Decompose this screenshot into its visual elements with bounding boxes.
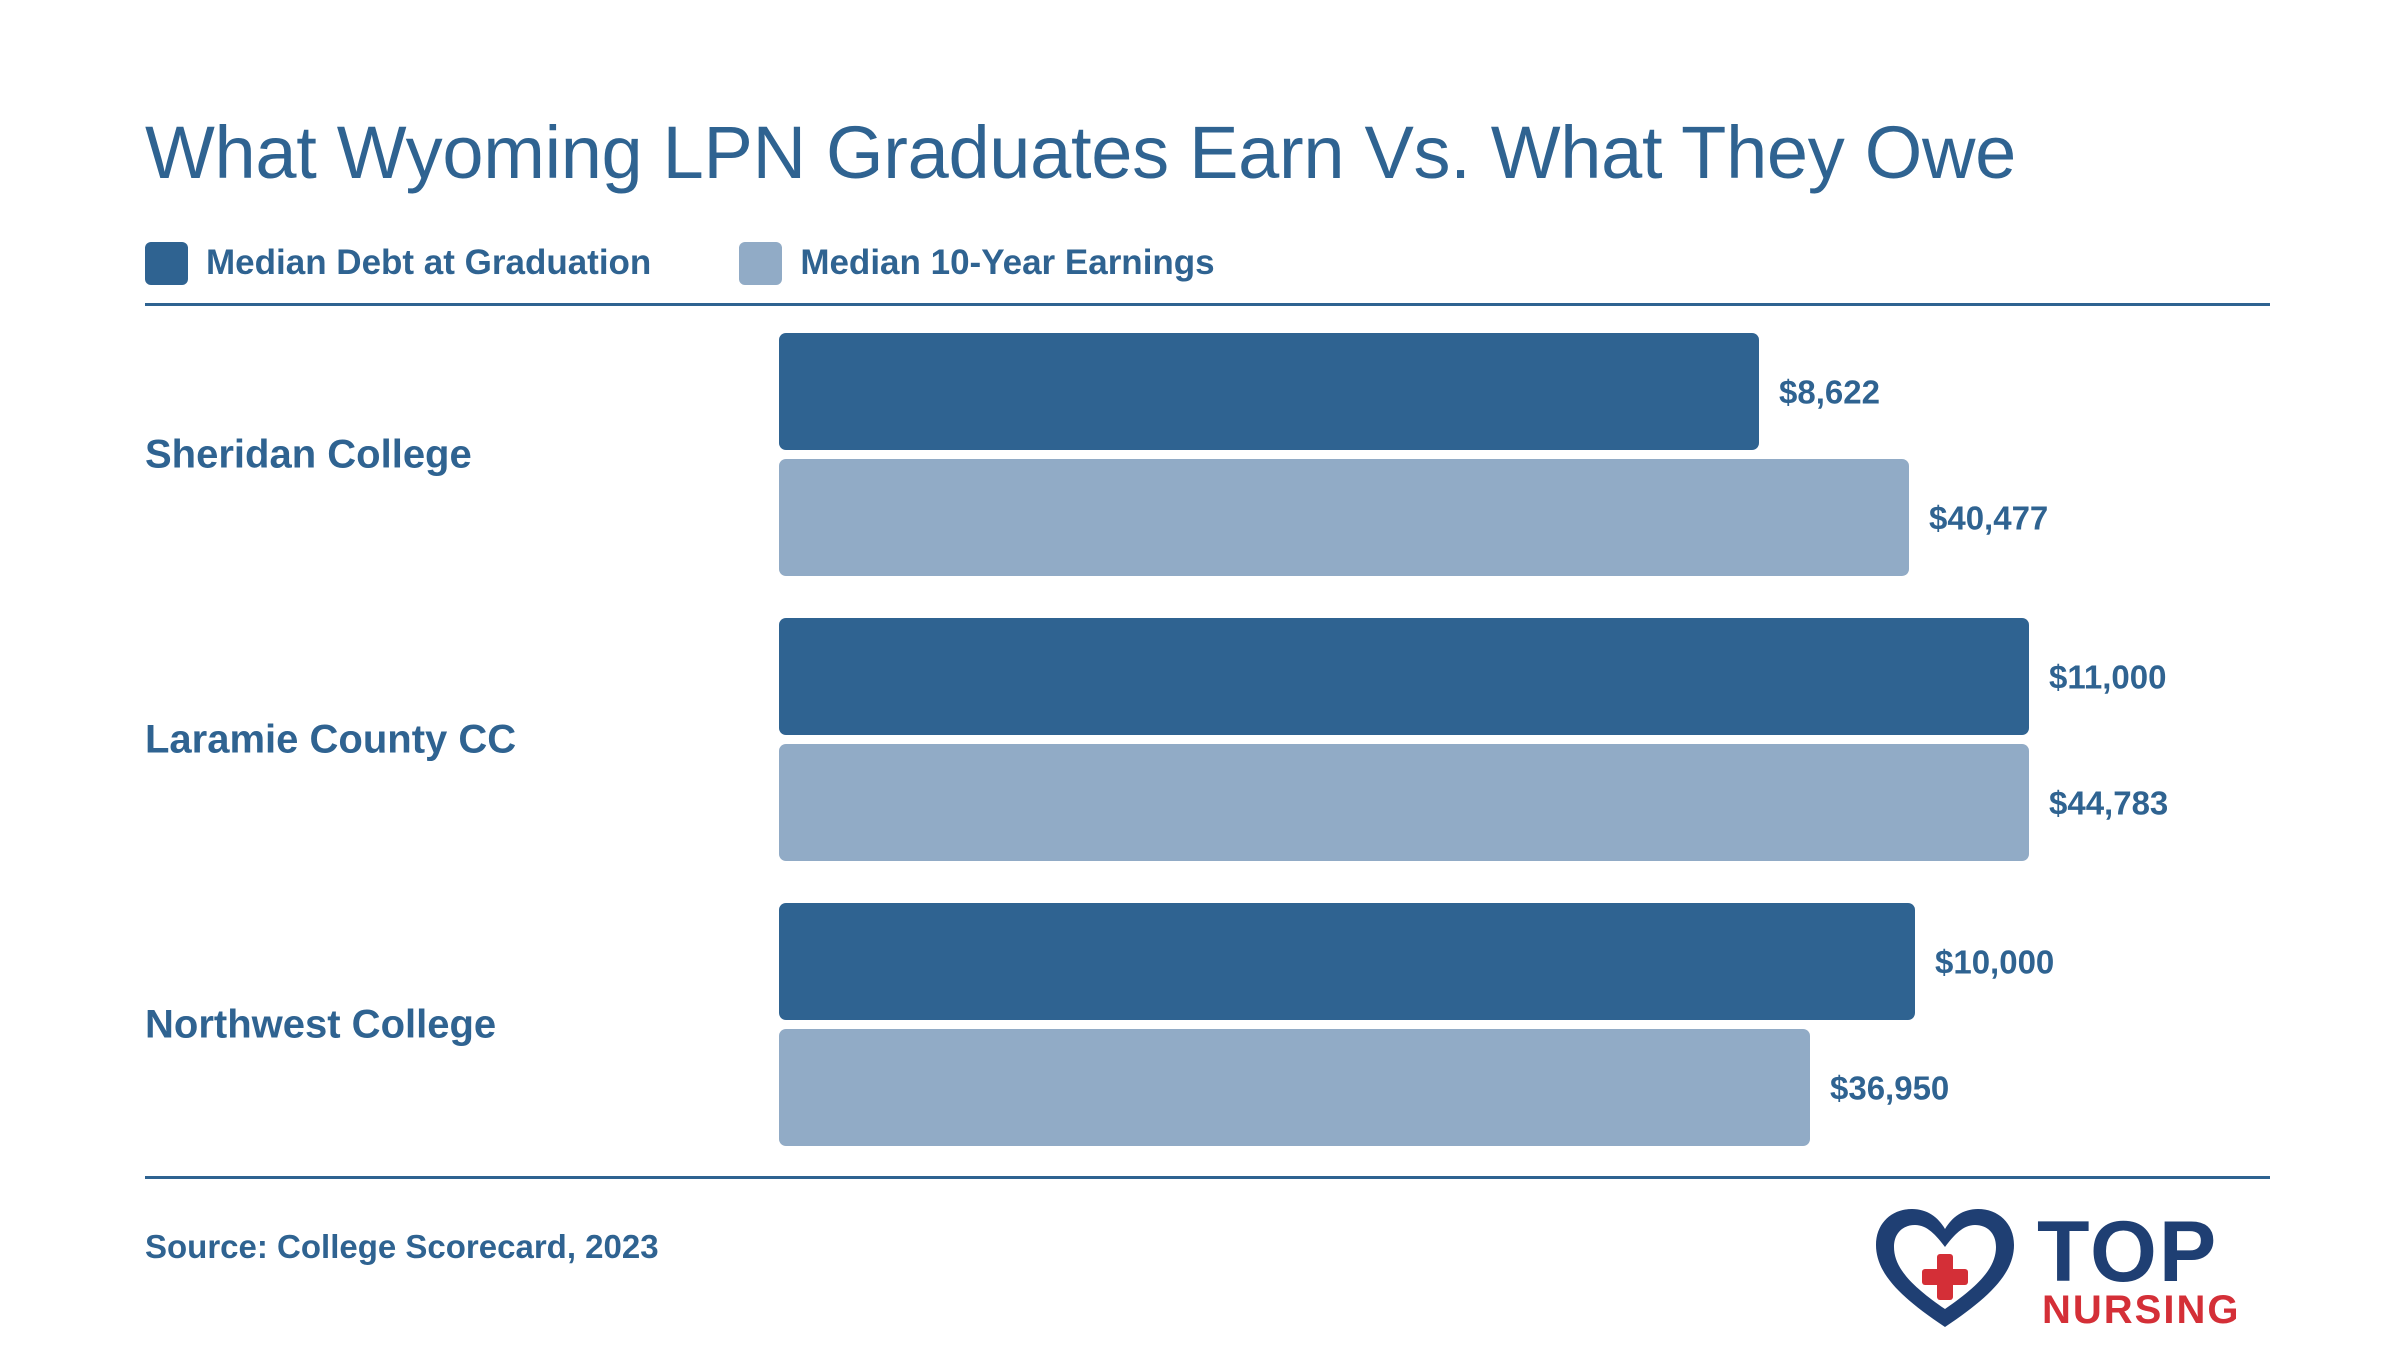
logo-top-text: TOP bbox=[2037, 1204, 2219, 1300]
legend-label-earnings: Median 10-Year Earnings bbox=[800, 243, 1215, 282]
bar-debt bbox=[779, 618, 2029, 735]
bar-earnings bbox=[779, 744, 2029, 861]
source-note: Source: College Scorecard, 2023 bbox=[145, 1228, 659, 1265]
heart-cross-icon bbox=[1876, 1209, 2014, 1327]
bottom-divider bbox=[145, 1176, 2270, 1179]
bar-debt bbox=[779, 903, 1915, 1020]
top-divider bbox=[145, 303, 2270, 306]
legend-swatch-debt bbox=[145, 241, 188, 285]
data-label: $40,477 bbox=[1929, 500, 2048, 537]
data-label: $36,950 bbox=[1830, 1070, 1949, 1107]
category-label: Northwest College bbox=[145, 1003, 496, 1047]
data-label: $8,622 bbox=[1779, 374, 1880, 411]
bar-debt bbox=[779, 333, 1759, 450]
legend-label-debt: Median Debt at Graduation bbox=[206, 243, 652, 282]
bar-earnings bbox=[779, 1029, 1810, 1146]
category-label: Laramie County CC bbox=[145, 718, 516, 762]
legend-item-debt: Median Debt at Graduation bbox=[145, 241, 652, 285]
category-label: Sheridan College bbox=[145, 433, 472, 477]
legend-item-earnings: Median 10-Year Earnings bbox=[739, 241, 1215, 285]
bar-earnings bbox=[779, 459, 1909, 576]
legend: Median Debt at Graduation Median 10-Year… bbox=[145, 240, 1303, 286]
top-nursing-logo: TOP NURSING bbox=[1870, 1205, 2280, 1335]
data-label: $10,000 bbox=[1935, 944, 2054, 981]
chart-title: What Wyoming LPN Graduates Earn Vs. What… bbox=[145, 111, 2016, 194]
logo-nursing-text: NURSING bbox=[2042, 1288, 2241, 1332]
data-label: $11,000 bbox=[2049, 659, 2166, 696]
legend-swatch-earnings bbox=[739, 241, 783, 285]
data-label: $44,783 bbox=[2049, 785, 2168, 822]
